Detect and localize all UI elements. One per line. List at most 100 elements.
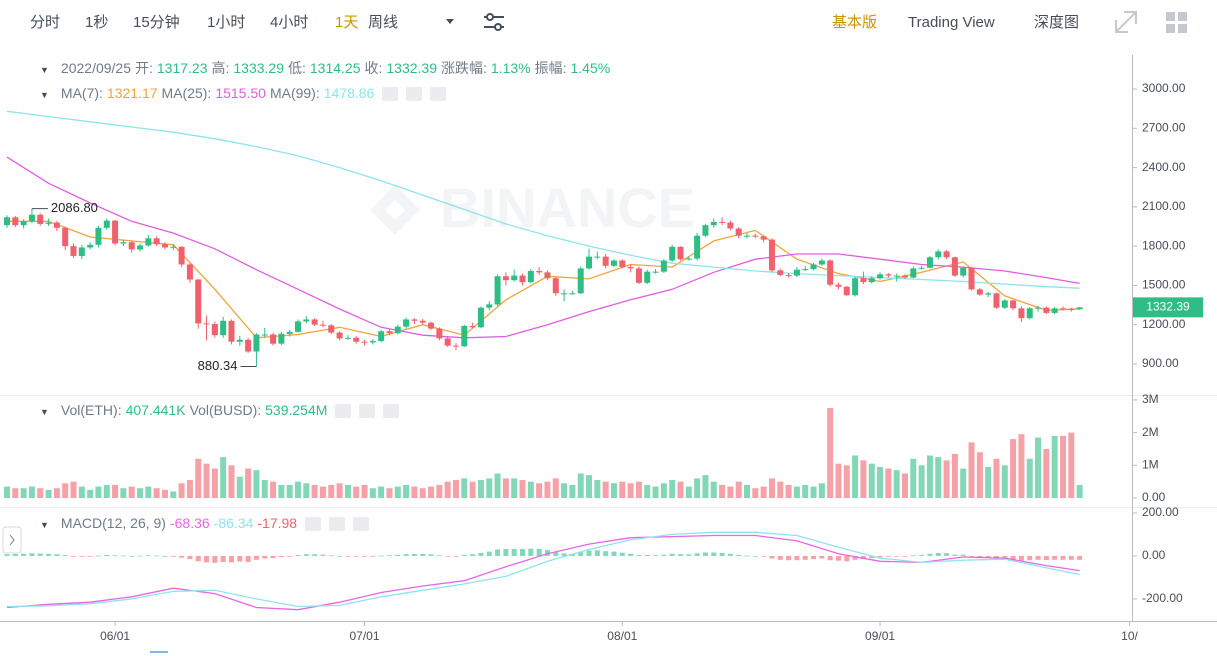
close-icon[interactable] <box>353 517 370 532</box>
candle-body <box>461 326 468 347</box>
volume-bar <box>245 468 252 499</box>
annotation-label: 880.34 <box>198 358 238 373</box>
candle-body <box>311 319 318 325</box>
view-tab[interactable]: 基本版 <box>832 14 878 31</box>
volume-bar <box>261 480 268 499</box>
candle-body <box>735 228 742 236</box>
volume-bar <box>702 475 709 499</box>
candle-body <box>394 326 401 334</box>
interval-tab[interactable]: 1秒 <box>85 14 109 31</box>
y-tick-label: 0.00 <box>1142 490 1166 504</box>
macd-hist-bar <box>802 555 808 560</box>
candle-body <box>303 319 310 322</box>
volume-bar <box>211 468 218 499</box>
x-tick-label: 10/ <box>1121 629 1138 643</box>
candle-body <box>1010 300 1017 309</box>
interval-tab[interactable]: 分时 <box>30 14 61 31</box>
macd-hist-bar <box>195 555 201 562</box>
candle-body <box>644 271 651 283</box>
candle-body <box>677 246 684 260</box>
ma-name: MA(25): <box>161 85 212 101</box>
close-icon[interactable] <box>383 404 400 419</box>
interval-tab[interactable]: 15分钟 <box>133 14 180 31</box>
volume-bar <box>419 488 426 499</box>
candle-body <box>153 238 160 245</box>
volume-bar <box>195 458 202 499</box>
volume-bar <box>436 484 443 499</box>
macd-hist-bar <box>827 555 833 561</box>
layout-icon[interactable] <box>1166 12 1187 33</box>
candle-body <box>295 321 302 332</box>
macd-hist-bar <box>287 555 293 557</box>
volume-bar <box>411 486 418 499</box>
y-tick-label: 3M <box>1142 392 1159 406</box>
volume-bar <box>594 480 601 499</box>
volume-bar <box>985 466 992 499</box>
candle-body <box>170 246 177 248</box>
candle-body <box>910 268 917 278</box>
view-tab[interactable]: Trading View <box>908 14 995 31</box>
gear-icon[interactable] <box>359 404 376 419</box>
expand-button[interactable] <box>2 526 22 554</box>
fullscreen-icon[interactable] <box>1115 11 1137 33</box>
candle-body <box>236 339 243 342</box>
volume-bar <box>710 481 717 499</box>
candle-body <box>494 276 501 305</box>
interval-tab[interactable]: 1天 <box>335 14 359 31</box>
macd-hist-bar <box>1043 555 1049 561</box>
interval-tab[interactable]: 4小时 <box>270 14 309 31</box>
close-icon[interactable] <box>430 87 447 102</box>
y-tick-label: 2100.00 <box>1142 199 1186 213</box>
ma-value: 1515.50 <box>215 85 266 101</box>
macd-hist-bar <box>353 555 359 557</box>
volume-bar <box>694 478 701 499</box>
candle-body <box>1051 308 1058 313</box>
interval-tab[interactable]: 1小时 <box>207 14 246 31</box>
ma-value: 1478.86 <box>323 85 375 101</box>
eye-icon[interactable] <box>382 87 399 102</box>
view-tab[interactable]: 深度图 <box>1034 14 1080 31</box>
interval-tab[interactable]: 周线 <box>368 14 399 31</box>
candle-body <box>652 271 659 273</box>
collapse-caret: ▼ <box>40 520 49 530</box>
volume-bar <box>926 455 933 499</box>
volume-bar <box>53 488 60 499</box>
macd-hist-bar <box>320 554 326 556</box>
macd-hist-bar <box>179 555 185 558</box>
macd-hist-bar <box>744 555 750 557</box>
candle-body <box>336 332 343 339</box>
ma-value: 1321.17 <box>106 85 158 101</box>
volume-bar <box>469 481 476 499</box>
macd-hist-bar <box>702 552 708 556</box>
volume-bar <box>428 486 435 499</box>
eye-icon[interactable] <box>305 517 322 532</box>
volume-bar <box>477 480 484 499</box>
macd-hist-bar <box>436 555 442 557</box>
macd-hist-bar <box>628 553 634 556</box>
volume-bar <box>544 481 551 499</box>
eye-icon[interactable] <box>335 404 352 419</box>
candle-body <box>511 275 518 281</box>
volume-bar <box>644 484 651 499</box>
macd-hist-bar <box>603 551 609 556</box>
volume-bar <box>1010 439 1017 499</box>
volume-bar <box>137 488 144 499</box>
volume-bar <box>378 486 385 499</box>
macd-hist-bar <box>154 555 160 557</box>
ma-line <box>6 110 1080 289</box>
candle-body <box>128 242 135 250</box>
gear-icon[interactable] <box>406 87 423 102</box>
macd-hist-bar <box>578 552 584 556</box>
macd-hist-bar <box>528 548 534 556</box>
macd-hist-bar <box>395 554 401 556</box>
candle-body <box>527 271 534 283</box>
macd-hist-bar <box>162 555 168 557</box>
volume-bar <box>70 481 77 499</box>
candle-body <box>386 331 393 334</box>
settings-icon[interactable] <box>484 13 504 31</box>
gear-icon[interactable] <box>329 517 346 532</box>
volume-bar <box>893 470 900 499</box>
volume-bar <box>586 475 593 499</box>
dropdown-icon[interactable] <box>446 19 454 24</box>
candle-body <box>926 257 933 268</box>
